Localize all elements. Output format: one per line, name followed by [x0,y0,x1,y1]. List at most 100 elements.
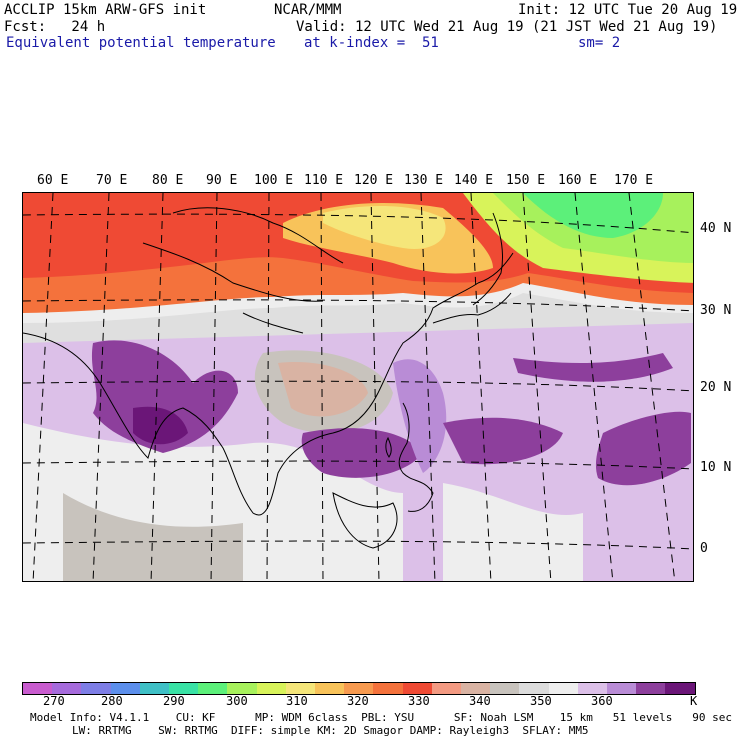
colorbar-tick: 320 [347,694,369,708]
physics-info-line: LW: RRTMG SW: RRTMG DIFF: simple KM: 2D … [72,724,589,737]
colorbar-swatch [577,683,608,694]
colorbar-swatch [139,683,170,694]
lat-label: 30 N [700,303,732,318]
colorbar-swatch [548,683,578,694]
colorbar-tick: 290 [163,694,185,708]
forecast-hour: Fcst: 24 h [4,19,106,35]
colorbar-tick: 300 [226,694,248,708]
longitude-line [32,193,54,581]
yellow-patch-north [323,206,446,249]
eastern-pacific-core [595,411,691,486]
init-time: Init: 12 UTC Tue 20 Aug 19 [518,2,738,18]
model-info-line: Model Info: V4.1.1 CU: KF MP: WDM 6class… [30,711,732,724]
lon-label: 80 E [152,173,184,188]
lon-label: 160 E [558,173,598,188]
field-name: Equivalent potential temperature [6,35,276,51]
lat-label: 40 N [700,221,732,236]
colorbar-swatch [315,683,345,694]
lon-label: 90 E [206,173,238,188]
longitude-line [470,193,492,581]
latitude-line [23,380,693,392]
longitude-line [628,193,676,581]
colorbar-tick: 280 [101,694,123,708]
colorbar-swatch [607,683,637,694]
lon-label: 100 E [254,173,294,188]
theta-e-field [23,193,693,581]
western-pacific-core [443,417,563,465]
lon-label: 60 E [37,173,69,188]
smoothing-label: sm= 2 [578,35,621,51]
grey-patch-sw [63,493,243,581]
borneo-outline [332,492,398,549]
lat-label: 20 N [700,380,732,395]
colorbar-swatch [402,683,432,694]
longitude-line [574,193,614,581]
colorbar [22,682,696,695]
longitude-line [320,193,324,581]
china-tan [278,362,368,417]
colorbar-swatch [23,683,53,694]
south-china-sea-core [301,428,423,478]
colorbar-tick: 330 [408,694,430,708]
map-panel [22,192,694,582]
colorbar-swatch [81,683,111,694]
country-borders [142,207,344,334]
japan-outline [472,212,504,306]
longitude-line [150,193,164,581]
colorbar-swatch [256,683,286,694]
institution-label: NCAR/MMM [274,2,342,18]
colorbar-swatch [636,683,666,694]
colorbar-swatch [373,683,403,694]
longitude-line [420,193,436,581]
coastlines [23,207,514,549]
longitude-line [266,193,270,581]
colorbar-swatch [665,683,695,694]
colorbar-swatch [431,683,462,694]
dry-region-se [443,483,583,581]
subtropical-band [513,353,673,382]
colorbar-swatch [285,683,316,694]
lon-label: 70 E [96,173,128,188]
latitude-line [23,213,693,234]
colorbar-swatch [110,683,140,694]
lat-label: 10 N [700,460,732,475]
longitude-line [370,193,380,581]
colorbar-swatch [519,683,549,694]
latitude-line [23,299,693,312]
longitude-line [92,193,110,581]
longitude-line [522,193,552,581]
lon-label: 120 E [354,173,394,188]
colorbar-swatch [52,683,82,694]
graticule [23,193,693,581]
latitude-line [23,460,693,470]
model-title: ACCLIP 15km ARW-GFS init [4,2,207,18]
colorbar-unit: K [690,694,698,708]
lon-label: 170 E [614,173,654,188]
lon-label: 110 E [304,173,344,188]
colorbar-tick: 340 [469,694,491,708]
taiwan-outline [385,436,392,458]
colorbar-tick: 310 [286,694,308,708]
lat-label: 0 [700,541,708,556]
lon-label: 150 E [506,173,546,188]
colorbar-tick: 270 [43,694,65,708]
colorbar-swatch [344,683,374,694]
colorbar-swatch [227,683,257,694]
colorbar-swatch [198,683,228,694]
colorbar-swatch [169,683,199,694]
longitude-line [210,193,218,581]
philippines-outline [398,402,434,512]
mainland-coast [23,252,514,516]
colorbar-swatch [461,683,491,694]
philippine-sea-band [393,359,447,473]
lon-label: 130 E [404,173,444,188]
latitude-line [23,540,693,550]
northeast-coolest [523,193,663,238]
lon-label: 140 E [454,173,494,188]
colorbar-swatch [490,683,520,694]
korea-japan-coast [432,292,512,324]
indian-monsoon-core [91,340,238,453]
colorbar-tick: 360 [591,694,613,708]
level-index: at k-index = 51 [304,35,439,51]
valid-time: Valid: 12 UTC Wed 21 Aug 19 (21 JST Wed … [296,19,718,35]
